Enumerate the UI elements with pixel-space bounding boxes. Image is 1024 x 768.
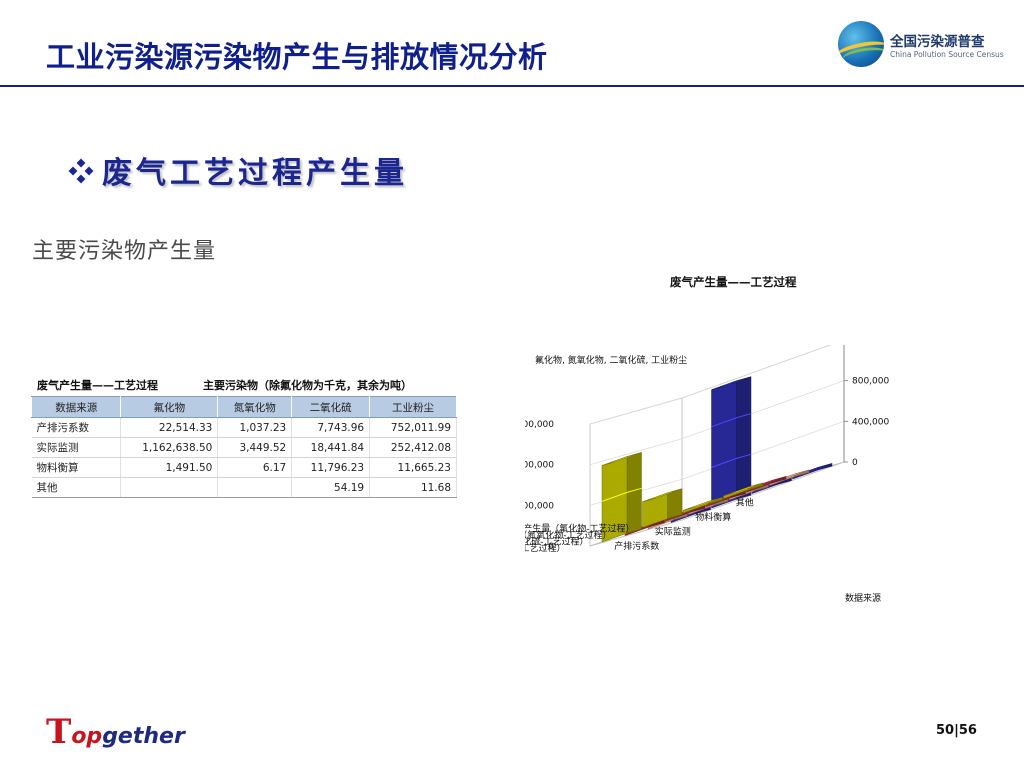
y-tick-label-right: 0 [852, 458, 858, 468]
category-axis-label: 数据来源 [845, 592, 881, 604]
table-cell: 252,412.08 [369, 437, 457, 458]
category-label: 产排污系数 [614, 540, 659, 552]
table-row: 物料衡算 1,491.50 6.17 11,796.23 11,665.23 [31, 457, 457, 478]
bar-1-2-front [711, 380, 737, 509]
table-caption: 废气产生量——工艺过程 主要污染物（除氟化物为千克，其余为吨） [31, 372, 457, 396]
table-cell: 11,665.23 [369, 457, 457, 478]
table-cell: 18,441.84 [291, 437, 371, 458]
row-label: 实际监测 [31, 437, 122, 458]
header-divider [0, 85, 1024, 87]
y-tick-label-right: 800,000 [852, 377, 889, 387]
table-cell: 11,796.23 [291, 457, 371, 478]
chart-title: 废气产生量——工艺过程 [670, 275, 797, 289]
row-label: 物料衡算 [31, 457, 122, 478]
category-label: 实际监测 [655, 525, 691, 537]
table-caption-right: 主要污染物（除氟化物为千克，其余为吨） [203, 379, 412, 392]
series-label: 产生量（工业粉尘-工艺过程） [525, 542, 566, 554]
bar-4-3-top [682, 497, 723, 511]
table-header-row: 数据来源 氟化物 氮氧化物 二氧化硫 工业粉尘 [30, 396, 457, 418]
table-cell: 1,491.50 [120, 457, 219, 478]
table-cell: 3,449.52 [217, 437, 293, 458]
table-cell: 11.68 [369, 477, 457, 498]
table-row: 其他 54.19 11.68 [31, 477, 457, 498]
y-tick-label-right: 1,200,000 [852, 345, 898, 346]
category-label: 物料衡算 [695, 511, 731, 523]
table-cell [120, 477, 219, 498]
page-title: 工业污染源污染物产生与排放情况分析 [46, 40, 548, 74]
row-label: 产排污系数 [31, 417, 122, 438]
subsection-title: 主要污染物产生量 [32, 239, 217, 264]
table-row: 产排污系数 22,514.33 1,037.23 7,743.96 752,01… [31, 417, 457, 438]
page-number: 50|56 [936, 723, 977, 738]
column-header: 氮氧化物 [217, 396, 293, 418]
y-tick-label-right: 400,000 [852, 417, 889, 427]
column-header: 二氧化硫 [291, 396, 371, 418]
category-label: 其他 [736, 496, 754, 508]
logo-chinese-name: 全国污染源普查 [890, 34, 985, 50]
table-cell: 7,743.96 [291, 417, 371, 438]
series-label: 产生量（氟化物-工艺过程） [525, 522, 635, 534]
series-axis-title: 氟化物, 氮氧化物, 二氧化硫, 工业粉尘 [535, 354, 687, 366]
y-tick-label-left: 800,000 [525, 461, 554, 471]
bar-4-1-side [626, 452, 642, 534]
chart-gridline [589, 345, 832, 425]
table-cell: 6.17 [217, 457, 293, 478]
table-row: 实际监测 1,162,638.50 3,449.52 18,441.84 252… [31, 437, 457, 458]
y-tick-label-left: 0 [548, 542, 554, 552]
bar-1-2-top [711, 376, 752, 391]
row-label: 其他 [31, 477, 122, 498]
column-header: 氟化物 [120, 396, 219, 418]
chart-back-wall [681, 345, 845, 521]
series-label: 产生量（二氧化硫-工艺过程） [525, 535, 589, 547]
pollutant-table: 数据来源 氟化物 氮氧化物 二氧化硫 工业粉尘 产排污系数 22,514.33 … [30, 396, 457, 498]
y-tick-label-left: 400,000 [525, 501, 554, 511]
table-cell: 752,011.99 [369, 417, 457, 438]
table-cell [217, 477, 293, 498]
bar-4-1-segment [601, 487, 642, 502]
3d-bar-chart: 0 0 400,000 400,000 800,000 800,000 1,200,000 1… [525, 345, 898, 604]
table-cell: 22,514.33 [120, 417, 219, 438]
bar-1-2-segment [711, 453, 752, 468]
bar-1-2-segment [711, 413, 752, 428]
census-logo: 全国污染源普查 China Pollution Source Census [838, 21, 1008, 71]
bar-4-2-top [642, 488, 683, 503]
logo-english-name: China Pollution Source Census [890, 50, 1004, 59]
bar-4-4-top [723, 482, 764, 497]
bar-1-2-side [736, 376, 752, 500]
diamond-bullet-icon [67, 157, 95, 185]
series-label: 产生量（氮氧化物-工艺过程） [525, 529, 612, 541]
column-header: 数据来源 [30, 396, 122, 418]
column-header: 工业粉尘 [369, 396, 457, 418]
table-cell: 1,162,638.50 [120, 437, 219, 458]
table-cell: 54.19 [291, 477, 371, 498]
section-title: 废气工艺过程产生量 [102, 156, 408, 191]
topgether-logo: Topgether [46, 712, 185, 752]
pollutant-table-block: 废气产生量——工艺过程 主要污染物（除氟化物为千克，其余为吨） 数据来源 氟化物… [30, 372, 457, 498]
table-cell: 1,037.23 [217, 417, 293, 438]
bar-4-1-top [601, 452, 642, 466]
y-tick-label-left: 1,200,000 [525, 420, 554, 430]
census-logo-icon [838, 21, 884, 67]
table-caption-left: 废气产生量——工艺过程 [37, 379, 158, 392]
chart-gridline [589, 380, 845, 466]
